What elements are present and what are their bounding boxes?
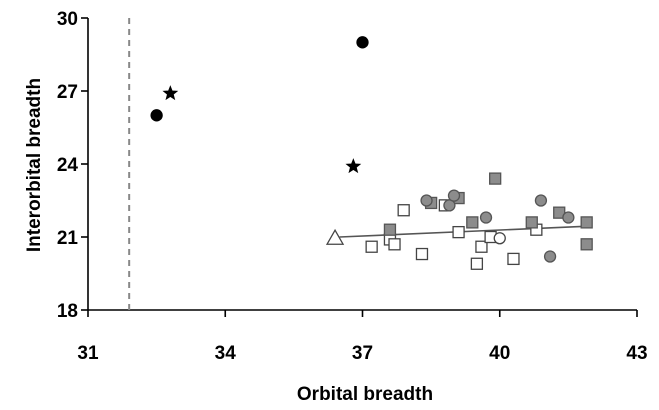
data-point-square	[489, 172, 502, 185]
data-point-circle	[150, 109, 163, 122]
data-point-circle	[534, 194, 548, 207]
data-points	[150, 36, 593, 270]
data-point-square	[525, 216, 538, 229]
data-point-square	[397, 204, 410, 217]
y-tick-label: 27	[57, 82, 78, 103]
data-point-square	[475, 240, 488, 253]
data-point-square	[580, 216, 593, 229]
data-point-circle	[493, 232, 506, 245]
data-point-square	[365, 240, 378, 253]
data-point-square	[466, 216, 479, 229]
data-point-circle	[447, 189, 461, 202]
data-point-square	[383, 223, 397, 236]
y-axis-title: Interorbital breadth	[24, 78, 45, 252]
data-point-circle	[562, 211, 575, 224]
y-tick-label: 30	[57, 9, 78, 30]
data-point-circle	[443, 199, 456, 212]
x-tick-label: 40	[489, 343, 510, 364]
data-point-square	[507, 252, 520, 266]
x-tick-label: 31	[77, 343, 99, 364]
data-point-square	[470, 257, 484, 270]
y-tick-label: 18	[57, 301, 78, 322]
data-point-star	[345, 158, 362, 174]
data-point-star	[162, 85, 179, 101]
data-point-square	[388, 238, 401, 251]
x-tick-label: 37	[352, 343, 373, 364]
y-tick-label: 21	[57, 228, 79, 249]
data-point-square	[415, 247, 429, 261]
data-point-circle	[479, 211, 493, 224]
data-point-triangle	[325, 228, 345, 245]
data-point-circle	[356, 36, 369, 49]
data-point-circle	[543, 250, 557, 263]
trendline	[339, 225, 592, 238]
x-tick-label: 43	[626, 343, 647, 364]
x-tick-label: 34	[215, 343, 237, 364]
x-axis-title: Orbital breadth	[297, 384, 433, 405]
axis-ticks: 31 34 37 40 43 18 21 24 27 30	[57, 9, 648, 364]
data-point-square	[452, 225, 465, 239]
y-tick-label: 24	[57, 155, 79, 176]
trendline-group	[339, 225, 592, 238]
data-point-circle	[420, 194, 433, 207]
data-point-square	[580, 238, 593, 251]
